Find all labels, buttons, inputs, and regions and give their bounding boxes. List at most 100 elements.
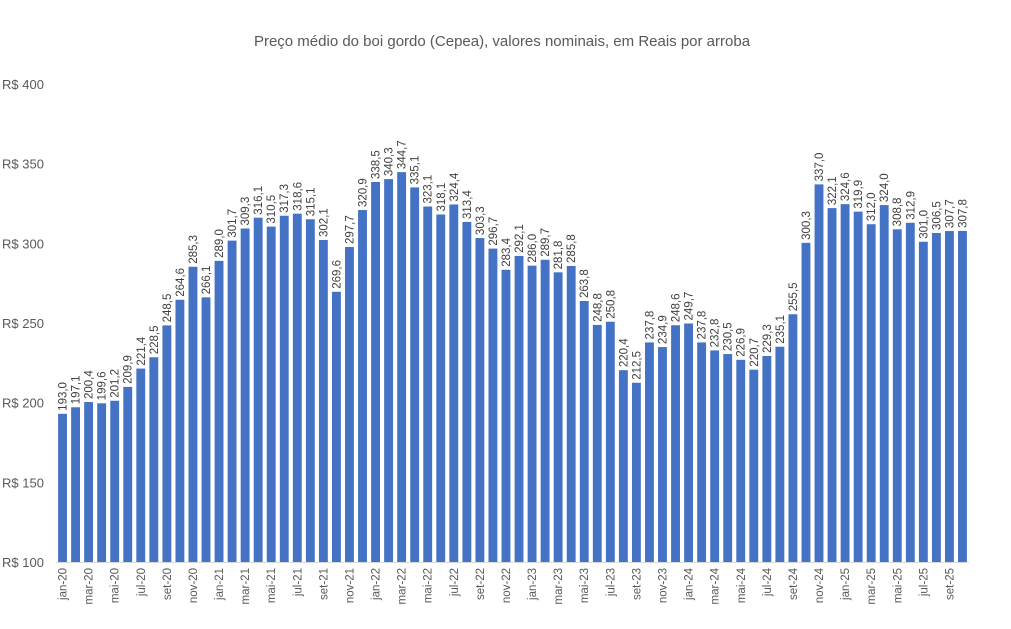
y-tick-label: R$ 200 xyxy=(2,396,44,411)
bar xyxy=(645,342,654,562)
x-tick-label: mai-20 xyxy=(110,568,122,603)
data-label: 344,7 xyxy=(397,140,409,169)
data-label: 199,6 xyxy=(97,372,109,401)
data-label: 310,5 xyxy=(266,195,278,224)
x-tick-label: jan-20 xyxy=(58,568,70,601)
x-tick-label: jul-21 xyxy=(292,568,304,597)
data-label: 248,8 xyxy=(592,293,604,322)
bar xyxy=(449,204,459,562)
data-label: 306,5 xyxy=(931,201,943,230)
data-label: 313,4 xyxy=(462,190,474,219)
data-label: 281,8 xyxy=(553,241,565,270)
data-label: 255,5 xyxy=(788,282,800,311)
data-label: 335,1 xyxy=(410,156,422,185)
data-label: 220,7 xyxy=(749,338,761,367)
data-label: 318,1 xyxy=(436,183,448,212)
data-label: 193,0 xyxy=(58,382,70,411)
x-tick-label: jan-23 xyxy=(527,568,539,601)
bar xyxy=(931,232,941,562)
data-label: 317,3 xyxy=(279,184,291,213)
bar xyxy=(292,213,302,562)
x-tick-label: jan-22 xyxy=(371,568,383,601)
bar xyxy=(318,239,328,562)
bar xyxy=(540,259,550,562)
bar xyxy=(188,266,198,562)
bar xyxy=(918,241,928,563)
data-label: 249,7 xyxy=(684,292,696,321)
data-label: 263,8 xyxy=(579,269,591,298)
bar xyxy=(631,382,641,562)
data-label: 316,1 xyxy=(253,186,265,215)
data-label: 312,0 xyxy=(866,192,878,221)
bar xyxy=(958,230,967,562)
data-label: 232,8 xyxy=(710,319,722,348)
x-tick-label: jan-25 xyxy=(840,568,852,601)
data-label: 289,7 xyxy=(540,228,552,257)
bar xyxy=(240,228,250,563)
data-label: 296,7 xyxy=(488,217,500,246)
bar xyxy=(462,221,472,562)
data-label: 285,3 xyxy=(188,235,200,264)
data-label: 230,5 xyxy=(723,322,735,351)
bar xyxy=(814,184,824,562)
y-tick-label: R$ 250 xyxy=(2,316,44,331)
x-tick-label: set-22 xyxy=(475,568,487,600)
bar xyxy=(788,314,798,562)
bar xyxy=(110,400,120,562)
data-label: 264,6 xyxy=(175,268,187,297)
x-tick-label: set-21 xyxy=(318,568,330,600)
x-tick-label: nov-24 xyxy=(814,567,826,603)
bar xyxy=(475,238,485,563)
data-label: 209,9 xyxy=(123,355,135,384)
x-tick-label: jul-20 xyxy=(136,568,148,597)
bar xyxy=(84,402,94,562)
data-label: 309,3 xyxy=(240,197,252,226)
y-tick-label: R$ 300 xyxy=(2,236,44,251)
y-tick-label: R$ 350 xyxy=(2,157,44,172)
bar xyxy=(592,324,602,562)
data-label: 250,8 xyxy=(605,290,617,319)
data-label: 312,9 xyxy=(905,191,917,220)
bar xyxy=(671,325,680,562)
data-label: 324,0 xyxy=(879,173,891,202)
bar xyxy=(749,369,759,562)
x-tick-label: mar-23 xyxy=(553,568,565,604)
x-tick-label: mai-21 xyxy=(266,568,278,603)
x-tick-label: set-24 xyxy=(788,567,800,600)
x-tick-label: mai-22 xyxy=(423,568,435,603)
bar xyxy=(371,181,380,563)
data-label: 318,6 xyxy=(292,182,304,211)
bars xyxy=(58,172,967,563)
x-tick-label: set-25 xyxy=(944,568,956,600)
data-label: 235,1 xyxy=(775,315,787,344)
x-tick-label: jul-22 xyxy=(449,568,461,597)
bar xyxy=(423,206,433,562)
x-tick-label: nov-20 xyxy=(188,568,200,603)
x-tick-label: jul-24 xyxy=(762,567,774,597)
bar xyxy=(710,350,720,562)
bar xyxy=(605,321,615,562)
data-label: 315,1 xyxy=(305,187,317,216)
bar xyxy=(840,204,850,562)
bar xyxy=(827,208,837,562)
x-tick-label: jan-21 xyxy=(214,568,226,601)
bar xyxy=(527,265,537,562)
data-label: 197,1 xyxy=(71,376,83,405)
x-axis: jan-20 mar-20 mai-20 jul-20 set-20 nov-20 jan-… xyxy=(56,562,969,604)
data-label: 308,8 xyxy=(892,198,904,227)
bar xyxy=(723,354,733,562)
bar xyxy=(684,323,694,562)
data-label: 229,3 xyxy=(762,324,774,353)
data-label: 237,8 xyxy=(697,311,709,340)
bar xyxy=(162,325,172,562)
bar xyxy=(866,224,876,563)
x-tick-label: mai-23 xyxy=(579,568,591,603)
data-label: 302,1 xyxy=(318,208,330,237)
bar xyxy=(579,301,589,562)
bar xyxy=(58,413,67,562)
bar xyxy=(305,219,315,563)
data-label: 319,9 xyxy=(853,180,865,209)
bar xyxy=(775,346,785,562)
